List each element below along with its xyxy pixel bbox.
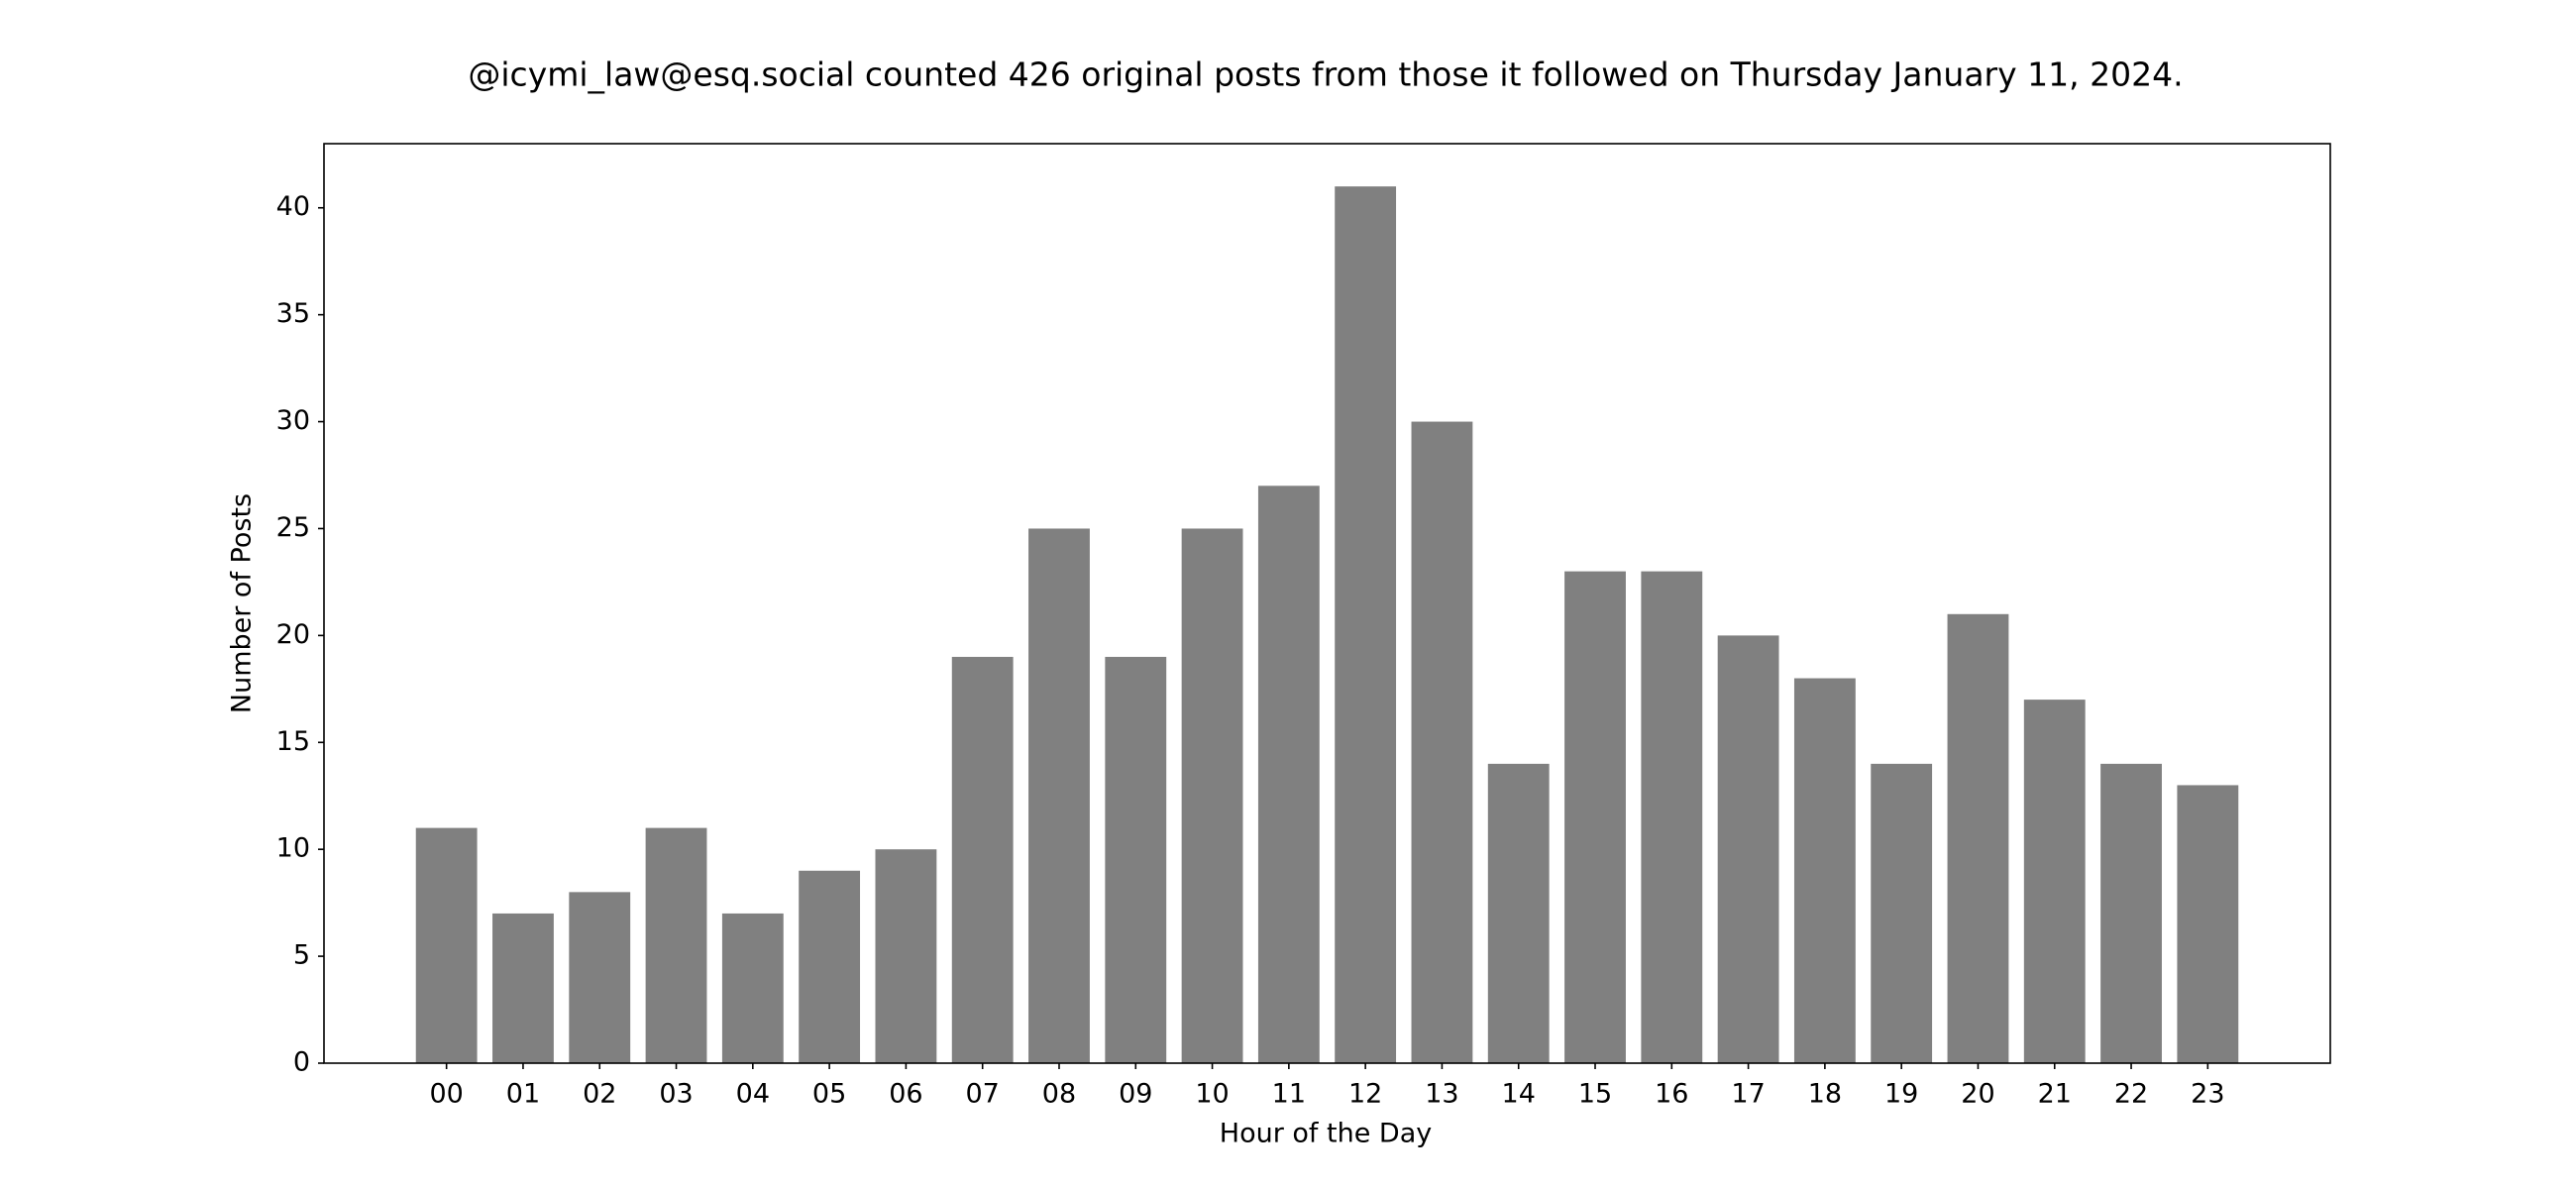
y-axis-label: Number of Posts: [227, 493, 258, 713]
y-tick-label: 25: [276, 512, 310, 543]
x-tick-label: 21: [2038, 1079, 2072, 1110]
x-tick-label: 23: [2191, 1079, 2224, 1110]
bar: [415, 827, 478, 1063]
x-tick-label: 15: [1578, 1079, 1612, 1110]
x-tick-label: 07: [966, 1079, 1000, 1110]
bar: [569, 892, 631, 1063]
x-tick-label: 11: [1272, 1079, 1306, 1110]
x-tick-label: 05: [812, 1079, 846, 1110]
x-tick-label: 04: [736, 1079, 770, 1110]
bar: [875, 849, 937, 1063]
y-tick-label: 35: [276, 298, 310, 329]
x-tick-label: 09: [1119, 1079, 1152, 1110]
x-tick-label: 03: [659, 1079, 693, 1110]
y-tick-label: 0: [293, 1047, 310, 1078]
x-tick-label: 06: [889, 1079, 922, 1110]
y-tick-label: 40: [276, 191, 310, 222]
bar: [1257, 486, 1320, 1063]
bar: [1793, 678, 1856, 1063]
x-tick-label: 19: [1884, 1079, 1918, 1110]
x-tick-label: 22: [2114, 1079, 2148, 1110]
x-axis-label: Hour of the Day: [1220, 1119, 1432, 1149]
bar: [1411, 421, 1473, 1064]
x-tick-label: 13: [1425, 1079, 1458, 1110]
bar: [2177, 785, 2239, 1063]
x-tick-label: 00: [429, 1079, 463, 1110]
y-tick-label: 5: [293, 940, 310, 971]
bar: [1871, 763, 1933, 1063]
bar: [721, 913, 784, 1063]
x-tick-label: 02: [583, 1079, 616, 1110]
bar: [1487, 763, 1550, 1063]
y-tick-label: 15: [276, 726, 310, 757]
plot-frame: [323, 143, 2331, 1064]
x-tick-label: 08: [1042, 1079, 1076, 1110]
bar: [951, 656, 1014, 1063]
bar: [1105, 656, 1167, 1063]
bar: [1947, 613, 2009, 1063]
bar: [799, 870, 861, 1063]
x-tick-label: 17: [1731, 1079, 1765, 1110]
bar: [645, 827, 707, 1063]
bar: [1335, 186, 1397, 1064]
y-tick-label: 30: [276, 405, 310, 436]
bar: [492, 913, 554, 1063]
x-tick-label: 12: [1348, 1079, 1382, 1110]
x-tick-label: 16: [1655, 1079, 1688, 1110]
bar: [1181, 528, 1243, 1063]
bar: [1564, 571, 1626, 1063]
bar: [1717, 635, 1779, 1063]
x-tick-label: 20: [1961, 1079, 1994, 1110]
x-tick-label: 01: [506, 1079, 540, 1110]
x-tick-label: 18: [1808, 1079, 1842, 1110]
y-tick-label: 20: [276, 619, 310, 650]
y-tick-label: 10: [276, 833, 310, 864]
x-tick-label: 14: [1502, 1079, 1536, 1110]
bar: [2023, 700, 2086, 1063]
bar: [1641, 571, 1703, 1063]
x-tick-label: 10: [1195, 1079, 1229, 1110]
bar: [2100, 763, 2162, 1063]
bar: [1028, 528, 1090, 1063]
chart-title: @icymi_law@esq.social counted 426 origin…: [468, 55, 2183, 94]
